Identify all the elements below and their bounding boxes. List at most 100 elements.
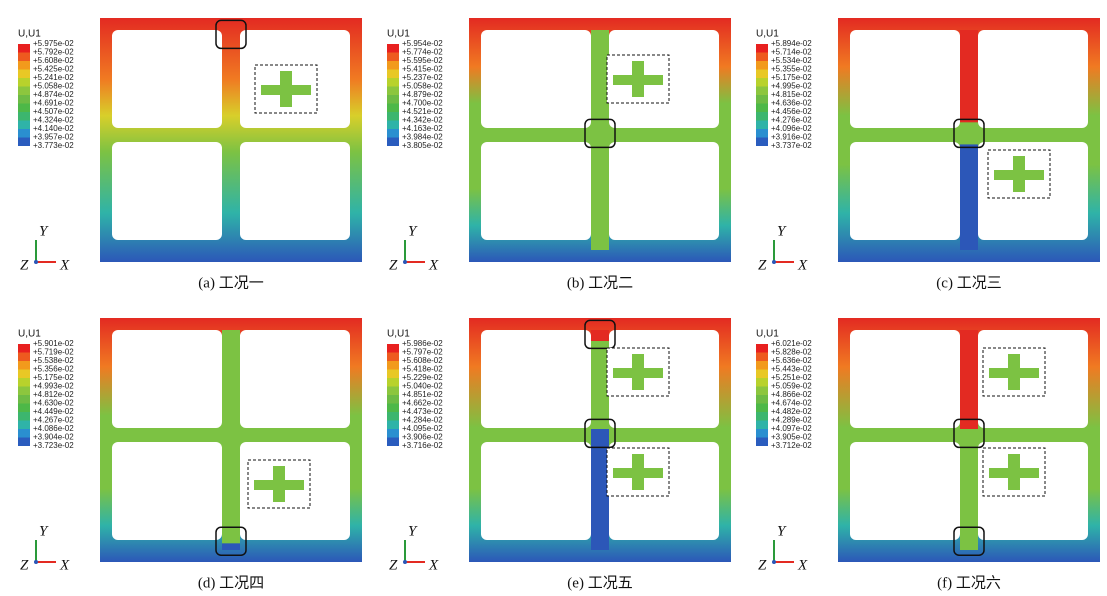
inset-stem — [1008, 354, 1020, 390]
axis-label: Y — [777, 223, 787, 239]
legend-band — [18, 395, 30, 404]
legend-band — [756, 78, 768, 87]
legend-band — [18, 353, 30, 362]
inset-stem — [1013, 156, 1025, 192]
panel: U,U1+5.901e-02+5.719e-02+5.538e-02+5.356… — [18, 318, 362, 591]
legend-band — [18, 61, 30, 70]
window — [850, 142, 960, 240]
legend-band — [387, 378, 399, 387]
legend-title: U,U1 — [18, 29, 41, 40]
legend-band — [756, 95, 768, 104]
column — [960, 144, 978, 250]
legend-band — [387, 387, 399, 396]
legend-band — [18, 44, 30, 53]
window — [240, 330, 350, 428]
triad-z — [34, 260, 38, 264]
caption: (a) 工况一 — [198, 274, 263, 291]
legend-band — [756, 421, 768, 430]
legend-band — [756, 361, 768, 370]
legend-band — [756, 404, 768, 413]
legend-title: U,U1 — [387, 329, 410, 340]
triad-z — [772, 260, 776, 264]
figure: U,U1+5.975e-02+5.792e-02+5.608e-02+5.425… — [0, 0, 1107, 592]
window — [240, 142, 350, 240]
legend-band — [756, 378, 768, 387]
window — [481, 442, 591, 540]
legend-label: +3.716e-02 — [402, 441, 443, 450]
window — [112, 330, 222, 428]
column — [960, 330, 978, 429]
legend-band — [756, 353, 768, 362]
window — [481, 30, 591, 128]
window — [481, 330, 591, 428]
legend-band — [756, 87, 768, 96]
legend-band — [756, 370, 768, 379]
caption: (d) 工况四 — [198, 574, 264, 591]
legend-band — [756, 53, 768, 62]
legend-band — [756, 429, 768, 438]
panel: U,U1+5.954e-02+5.774e-02+5.595e-02+5.415… — [387, 18, 731, 291]
window — [112, 30, 222, 128]
axis-label: Y — [39, 223, 49, 239]
legend-band — [18, 87, 30, 96]
axis-label: X — [428, 257, 439, 273]
legend-band — [387, 353, 399, 362]
panel: U,U1+6.021e-02+5.828e-02+5.636e-02+5.443… — [756, 318, 1100, 591]
axis-label: X — [797, 257, 808, 273]
caption: (e) 工况五 — [567, 574, 632, 591]
legend-band — [18, 70, 30, 79]
column — [222, 543, 240, 550]
window — [850, 30, 960, 128]
legend-band — [756, 44, 768, 53]
legend-band — [18, 129, 30, 138]
legend-band — [18, 404, 30, 413]
legend-band — [387, 438, 399, 447]
legend-band — [18, 387, 30, 396]
legend-label: +3.805e-02 — [402, 141, 443, 150]
legend-label: +3.723e-02 — [33, 441, 74, 450]
legend-band — [18, 53, 30, 62]
axis-label: Y — [777, 523, 787, 539]
window — [978, 30, 1088, 128]
legend-band — [387, 112, 399, 121]
legend-band — [756, 112, 768, 121]
legend-band — [18, 344, 30, 353]
legend-band — [387, 412, 399, 421]
axis-label: Y — [39, 523, 49, 539]
legend-band — [387, 104, 399, 113]
window — [112, 142, 222, 240]
legend-band — [756, 61, 768, 70]
legend-title: U,U1 — [18, 329, 41, 340]
column — [960, 30, 978, 122]
inset-stem — [273, 466, 285, 502]
column — [591, 330, 609, 341]
axis-label: Z — [20, 557, 29, 573]
legend-band — [387, 61, 399, 70]
legend-title: U,U1 — [756, 329, 779, 340]
inset-stem — [632, 454, 644, 490]
axis-label: X — [797, 557, 808, 573]
legend-band — [18, 95, 30, 104]
legend-title: U,U1 — [756, 29, 779, 40]
legend-label: +3.712e-02 — [771, 441, 812, 450]
caption: (c) 工况三 — [936, 274, 1001, 291]
legend-band — [387, 421, 399, 430]
legend-band — [18, 112, 30, 121]
axis-label: X — [59, 557, 70, 573]
inset-stem — [280, 71, 292, 107]
legend-band — [756, 387, 768, 396]
caption: (b) 工况二 — [567, 274, 633, 291]
axis-label: X — [59, 257, 70, 273]
inset-stem — [632, 354, 644, 390]
legend-band — [18, 370, 30, 379]
legend-band — [387, 70, 399, 79]
legend-band — [18, 138, 30, 147]
legend-band — [18, 421, 30, 430]
triad-z — [34, 560, 38, 564]
legend-band — [18, 121, 30, 130]
legend-label: +3.737e-02 — [771, 141, 812, 150]
legend-band — [387, 87, 399, 96]
axis-label: Y — [408, 523, 418, 539]
legend-band — [18, 438, 30, 447]
axis-label: Y — [408, 223, 418, 239]
